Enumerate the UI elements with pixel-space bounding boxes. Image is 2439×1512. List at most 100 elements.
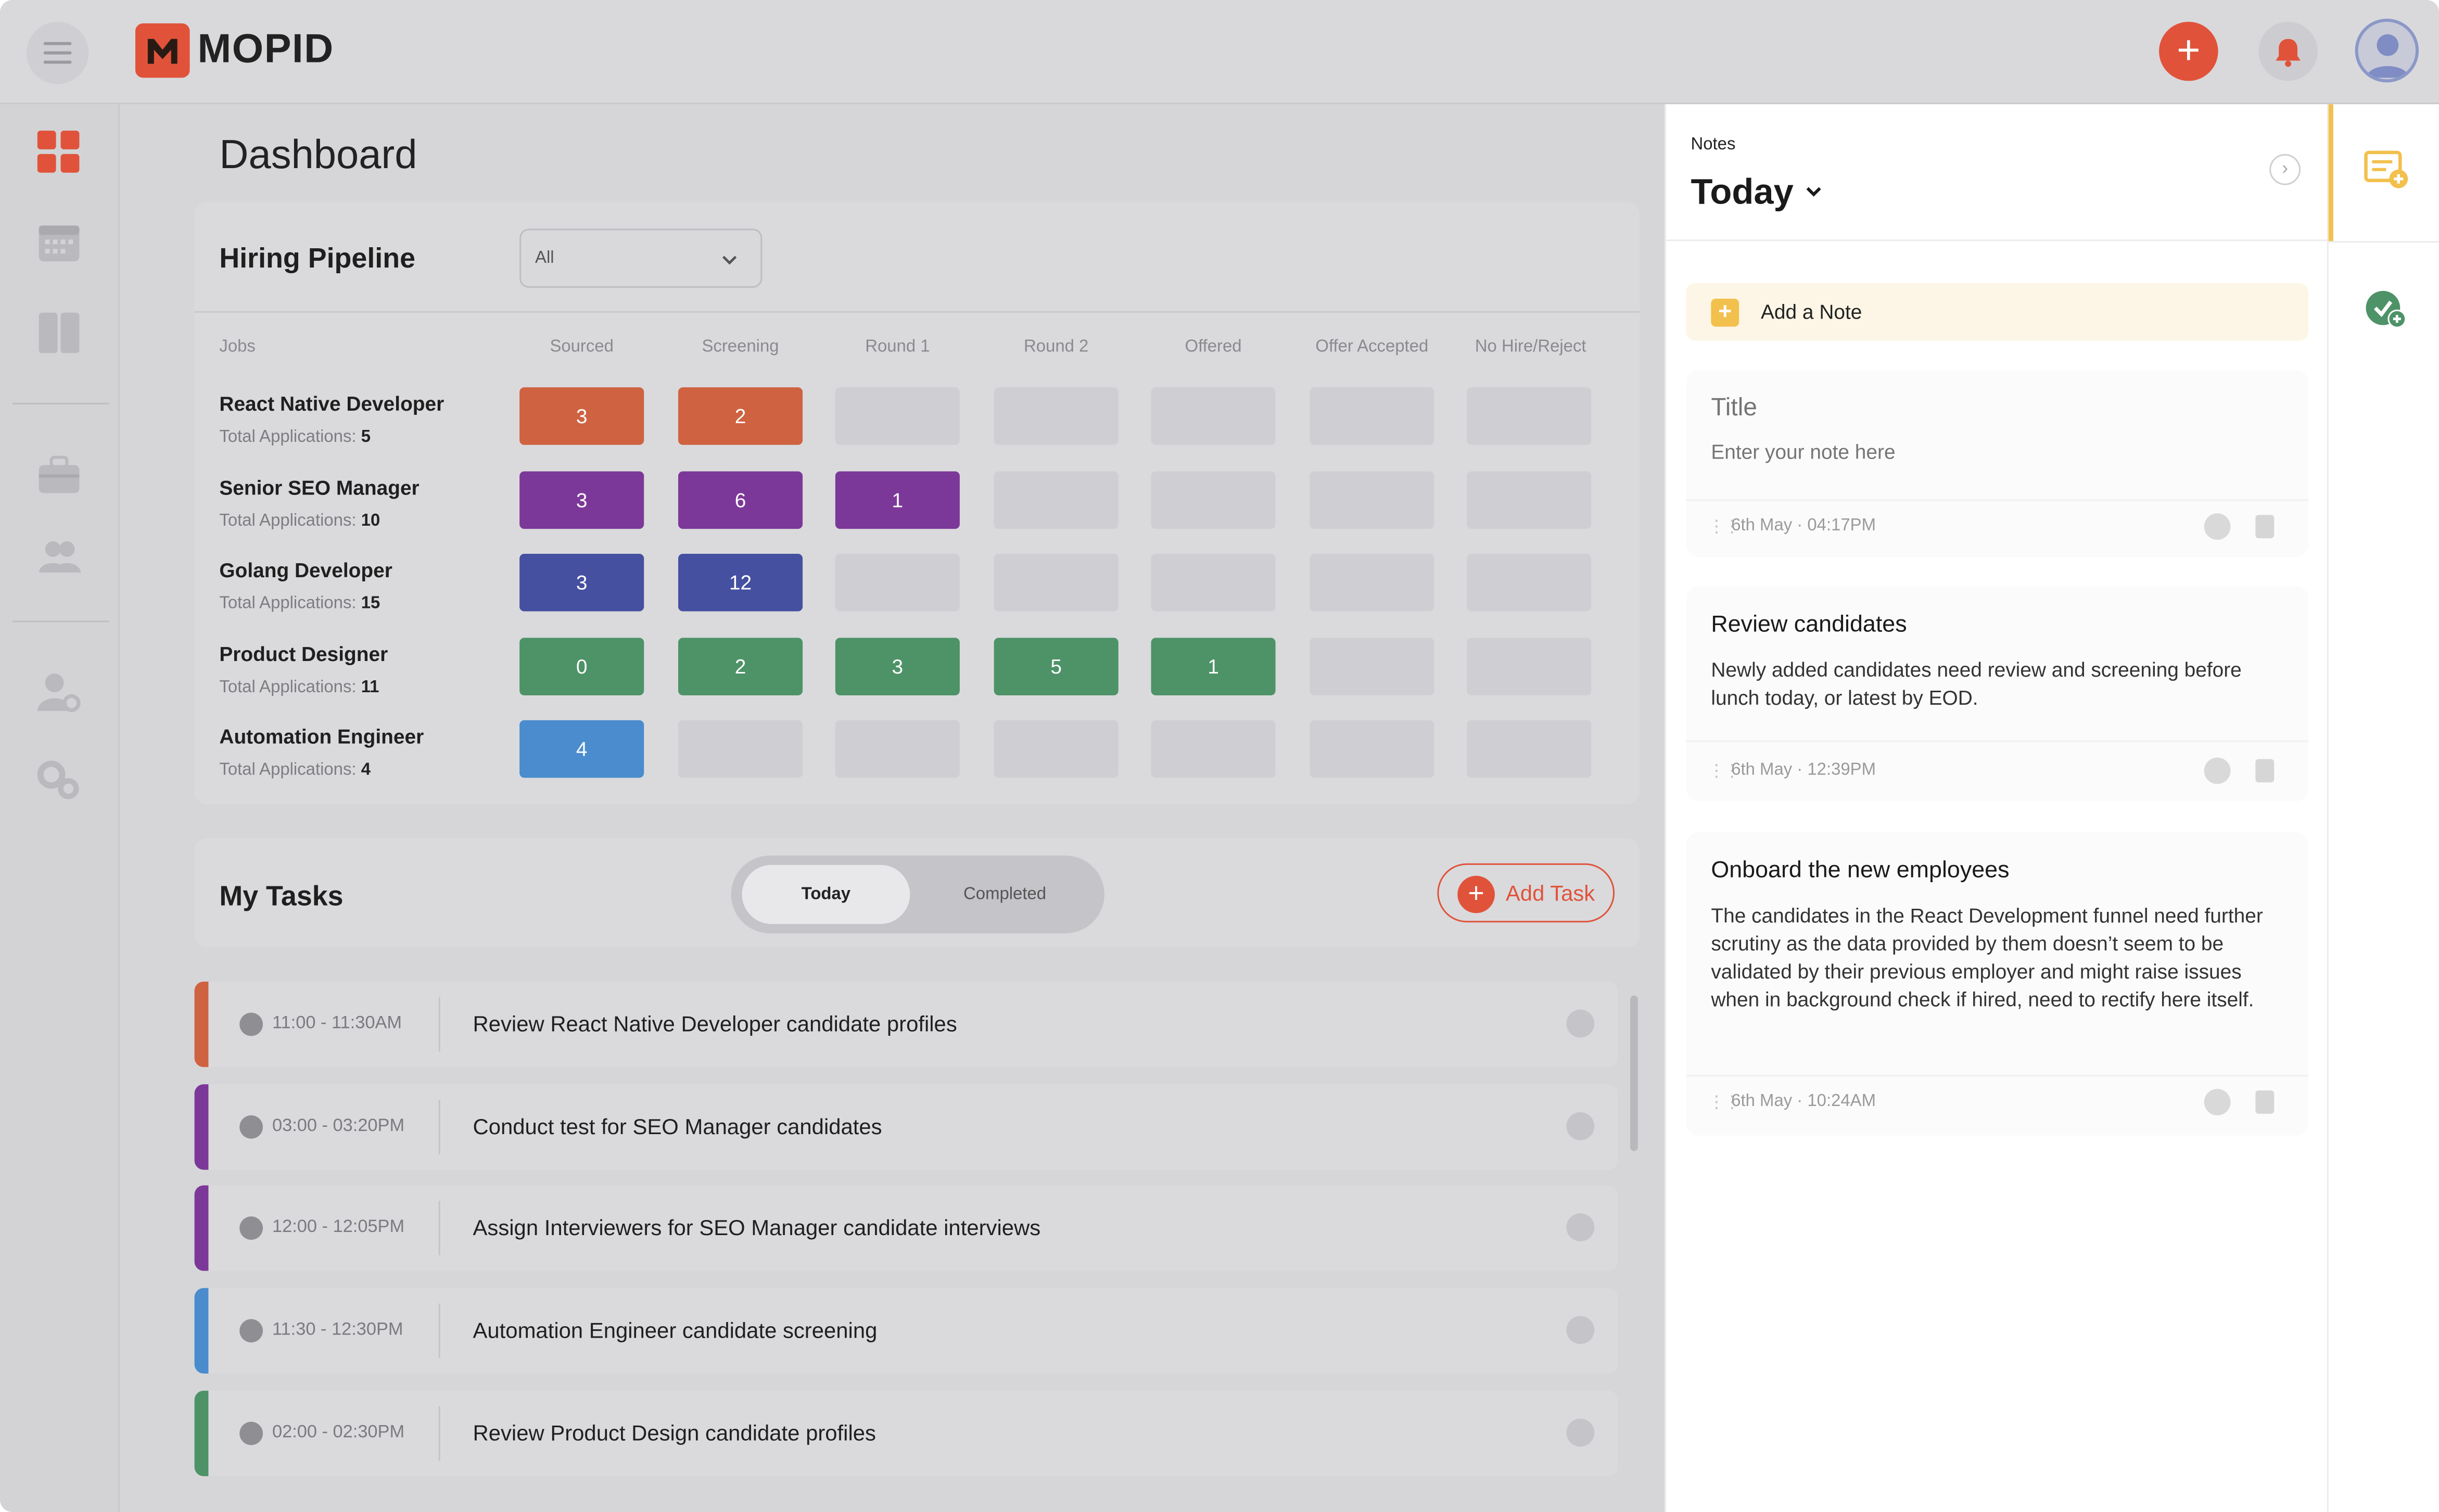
total-applications-label: Total Applications: (219, 678, 357, 697)
notes-divider (1666, 239, 2329, 242)
note-body-input[interactable] (1711, 437, 2271, 465)
menu-icon[interactable] (26, 21, 89, 84)
add-button[interactable]: + (2159, 21, 2218, 81)
rail-active-indicator (2328, 104, 2333, 242)
pipeline-cell (1310, 387, 1434, 445)
pipeline-cell[interactable]: 1 (1151, 638, 1276, 695)
pipeline-cell[interactable]: 3 (835, 638, 960, 695)
pipeline-cell[interactable]: 4 (519, 720, 644, 778)
job-title[interactable]: Golang Developer (219, 558, 392, 582)
pipeline-cell (1467, 387, 1592, 445)
drag-handle-icon[interactable]: ⋮⋮ (1708, 518, 1741, 537)
pipeline-cell[interactable]: 12 (678, 553, 803, 612)
task-row[interactable]: 12:00 - 12:05PM Assign Interviewers for S… (194, 1185, 1618, 1271)
add-note-button[interactable]: + Add a Note (1686, 283, 2308, 341)
task-row[interactable]: 03:00 - 03:20PM Conduct test for SEO Mana… (194, 1084, 1618, 1170)
task-color-bar (194, 1390, 209, 1477)
note-list: Review candidates Newly added candidates … (1666, 104, 2329, 1512)
user-settings-icon[interactable] (37, 670, 81, 714)
pipeline-cell[interactable]: 6 (678, 471, 803, 529)
user-avatar[interactable] (2355, 18, 2419, 83)
pipeline-cell[interactable]: 2 (678, 638, 803, 695)
check-icon[interactable] (1566, 1009, 1595, 1038)
trash-icon[interactable] (2255, 515, 2275, 539)
add-task-button[interactable]: + Add Task (1437, 863, 1615, 923)
add-task-icon[interactable] (2363, 288, 2410, 332)
drag-handle-icon[interactable]: ⋮⋮ (1708, 762, 1741, 781)
trash-icon[interactable] (2255, 1090, 2275, 1114)
add-task-label: Add Task (1505, 880, 1595, 906)
task-row[interactable]: 11:00 - 11:30AM Review React Native Devel… (194, 981, 1618, 1068)
task-divider (438, 1303, 440, 1358)
notes-period-select[interactable]: Today (1691, 171, 1794, 212)
total-applications-label: Total Applications: (219, 512, 357, 531)
drag-handle-icon[interactable]: ⋮⋮ (1708, 1094, 1741, 1112)
pipeline-cell[interactable]: 1 (835, 471, 960, 529)
total-applications-label: Total Applications: (219, 760, 357, 780)
job-title[interactable]: Senior SEO Manager (219, 476, 420, 500)
pipeline-cell (1310, 638, 1434, 695)
pipeline-cell (1310, 720, 1434, 778)
dashboard-icon[interactable] (37, 131, 81, 174)
trash-icon[interactable] (2255, 759, 2275, 783)
task-divider (438, 1201, 440, 1255)
total-applications-count: 15 (361, 594, 380, 613)
notifications-button[interactable] (2258, 21, 2318, 81)
pipeline-cell (835, 553, 960, 612)
check-icon[interactable] (2204, 757, 2231, 784)
task-row[interactable]: 11:30 - 12:30PM Automation Engineer candi… (194, 1288, 1618, 1374)
task-divider (438, 1099, 440, 1154)
job-title[interactable]: Product Designer (219, 642, 388, 666)
pipeline-cell[interactable]: 3 (519, 553, 644, 612)
clock-icon (239, 1115, 263, 1139)
pipeline-cell[interactable]: 5 (994, 638, 1119, 695)
tab-completed[interactable]: Completed (963, 885, 1047, 904)
column-header-jobs: Jobs (219, 337, 256, 357)
check-icon[interactable] (1566, 1418, 1595, 1447)
tasks-title: My Tasks (219, 880, 344, 912)
job-title[interactable]: Automation Engineer (219, 725, 424, 748)
column-header-no-hire-reject: No Hire/Reject (1475, 337, 1586, 357)
total-applications-count: 4 (361, 760, 371, 780)
settings-icon[interactable] (37, 759, 81, 803)
calendar-icon[interactable] (37, 221, 81, 264)
pipeline-cell[interactable]: 3 (519, 387, 644, 445)
job-title[interactable]: React Native Developer (219, 392, 444, 415)
plus-icon: + (2177, 26, 2201, 73)
note-card[interactable]: Onboard the new employees The candidates … (1686, 832, 2308, 1136)
note-timestamp: 6th May · 10:24AM (1731, 1092, 1876, 1111)
task-row[interactable]: 02:00 - 02:30PM Review Product Design can… (194, 1390, 1618, 1477)
right-rail (2327, 104, 2439, 1512)
candidates-icon[interactable] (37, 535, 81, 579)
check-icon[interactable] (2204, 1089, 2231, 1115)
chevron-down-icon[interactable] (1803, 182, 1825, 201)
add-note-icon[interactable] (2363, 148, 2410, 192)
pipeline-cell (1467, 638, 1592, 695)
check-icon[interactable] (2204, 513, 2231, 540)
pipeline-cell (1151, 720, 1276, 778)
pipeline-filter-select[interactable]: All (519, 228, 763, 288)
collapse-panel-icon[interactable]: › (2269, 154, 2301, 185)
jobs-icon[interactable] (37, 453, 81, 497)
pipeline-cell[interactable]: 0 (519, 638, 644, 695)
task-list-scrollbar[interactable] (1630, 995, 1638, 1151)
note-title-input[interactable] (1711, 392, 2271, 426)
pipeline-cell[interactable]: 2 (678, 387, 803, 445)
check-icon[interactable] (1566, 1213, 1595, 1241)
pipeline-cell (835, 720, 960, 778)
check-icon[interactable] (1566, 1316, 1595, 1344)
column-header-sourced: Sourced (550, 337, 614, 357)
pipeline-cell (835, 387, 960, 445)
pipeline-cell[interactable]: 3 (519, 471, 644, 529)
note-timestamp: 6th May · 04:17PM (1731, 516, 1876, 536)
tab-today[interactable]: Today (742, 865, 910, 924)
job-total-applications: Total Applications: 11 (219, 678, 379, 697)
column-header-round-1: Round 1 (865, 337, 930, 357)
task-divider (438, 1406, 440, 1461)
board-icon[interactable] (37, 311, 81, 355)
clock-icon (239, 1216, 263, 1240)
note-card[interactable]: Review candidates Newly added candidates … (1686, 586, 2308, 802)
note-footer-divider (1686, 740, 2308, 742)
task-filter-toggle: Today Completed (731, 855, 1104, 934)
check-icon[interactable] (1566, 1112, 1595, 1140)
